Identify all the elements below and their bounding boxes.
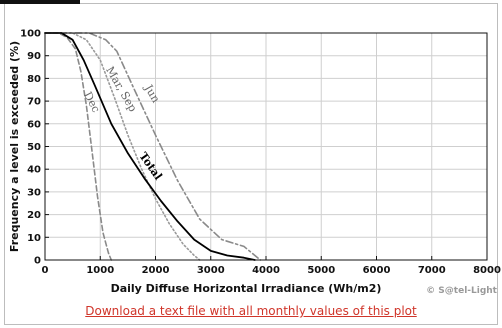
x-tick-label: 6000: [363, 265, 391, 276]
series-line-jun: [44, 32, 262, 261]
y-tick-label: 50: [27, 142, 41, 153]
y-tick-label: 90: [27, 51, 41, 62]
download-text-file-link[interactable]: Download a text file with all monthly va…: [85, 304, 417, 318]
x-tick-label: 5000: [307, 265, 335, 276]
y-tick-label: 60: [27, 119, 41, 130]
x-tick-label: 2000: [142, 265, 170, 276]
y-tick-label: 80: [27, 74, 41, 85]
x-axis-label: Daily Diffuse Horizontal Irradiance (Wh/…: [111, 282, 382, 295]
x-tick-label: 7000: [418, 265, 446, 276]
x-tick-label: 0: [42, 265, 49, 276]
x-tick-label: 1000: [86, 265, 114, 276]
series-line-total: [44, 32, 256, 261]
header-bar: [0, 0, 80, 4]
x-tick-label: 8000: [473, 265, 501, 276]
series-label-dec: Dec: [81, 90, 103, 115]
plot-frame: [4, 3, 498, 325]
axis-ticks: 0 1000 2000 3000 4000 5000 6000 7000 8000 0 10 20 30…: [20, 29, 501, 277]
x-tick-label: 3000: [197, 265, 225, 276]
series-line-dec: [44, 32, 113, 261]
y-tick-label: 30: [27, 187, 41, 198]
plot-border: [44, 32, 488, 261]
y-tick-label: 100: [20, 29, 41, 40]
diffuse-irradiance-chart: 0 1000 2000 3000 4000 5000 6000 7000 8000 0 10 20 30…: [8, 29, 501, 297]
series-line-mar-sep: [44, 32, 201, 261]
x-tick-label: 4000: [252, 265, 280, 276]
y-tick-label: 10: [27, 233, 41, 244]
series-lines: [44, 32, 262, 261]
y-tick-label: 40: [27, 165, 41, 176]
y-tick-label: 20: [27, 210, 41, 221]
y-tick-label: 0: [34, 256, 41, 267]
watermark: © S@tel-Light: [426, 286, 498, 296]
y-axis-label: Frequency a level is exceeded (%): [8, 41, 21, 252]
y-tick-label: 70: [27, 97, 41, 108]
